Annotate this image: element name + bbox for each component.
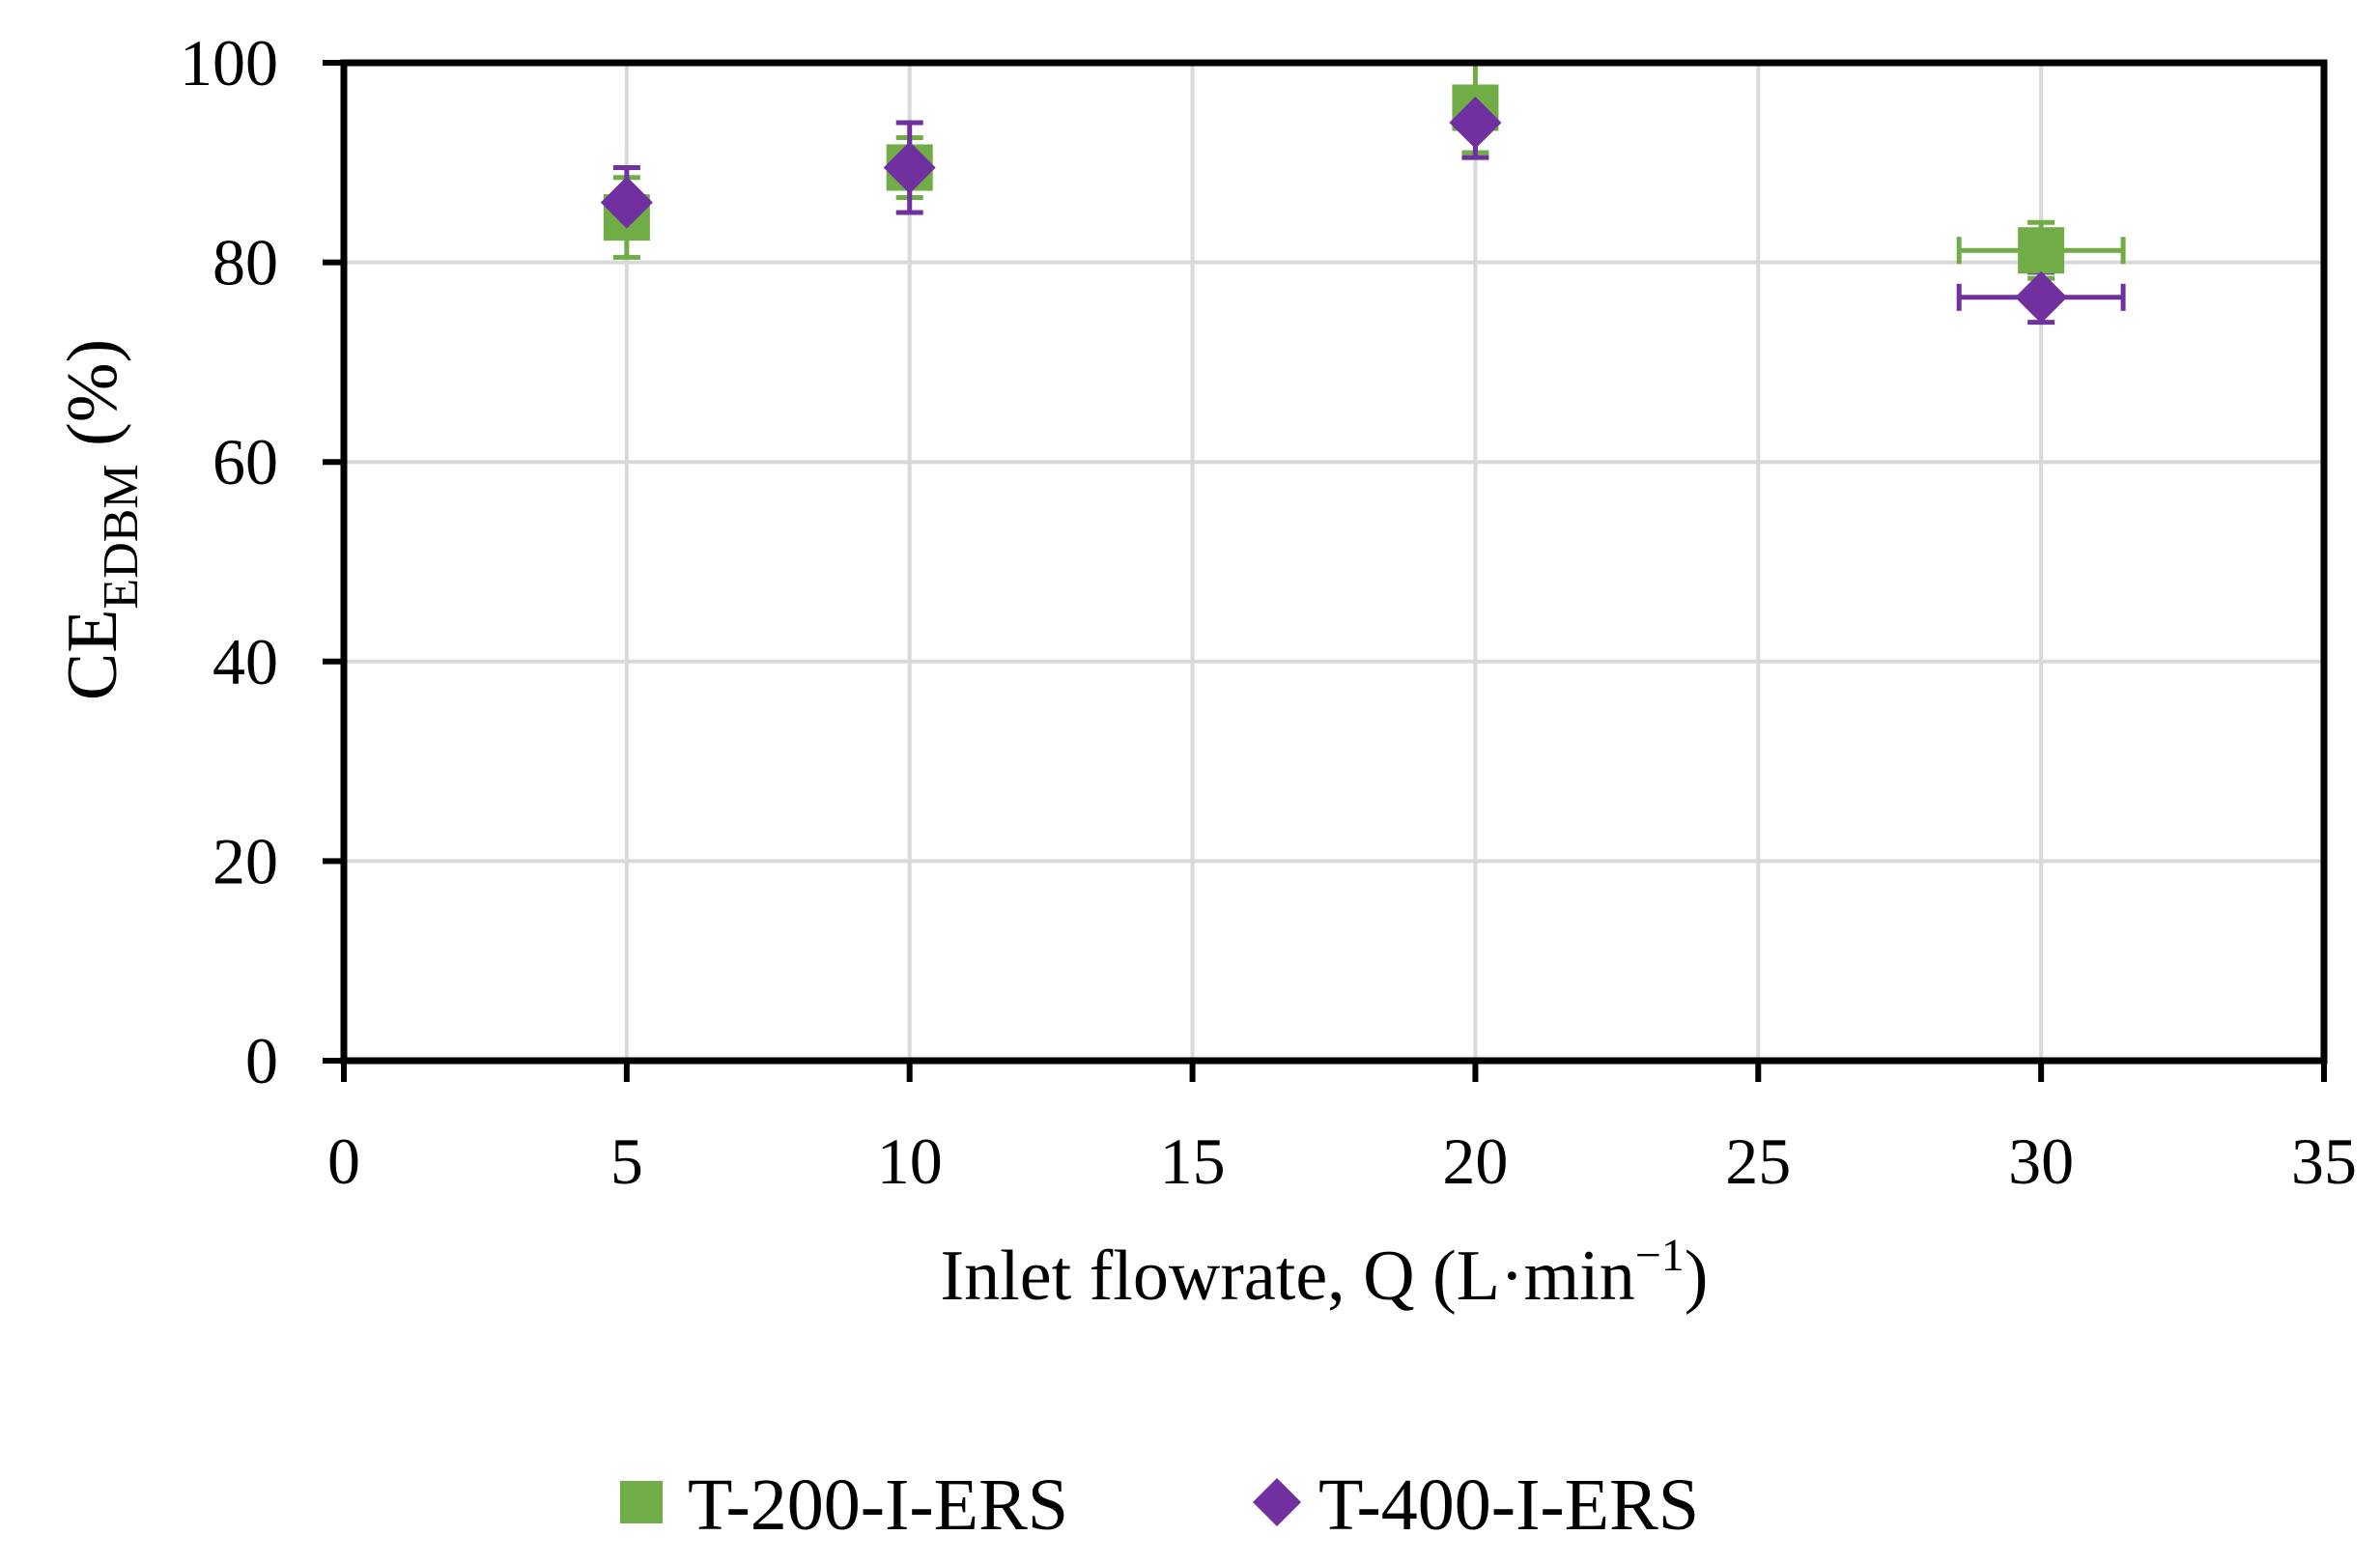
x-axis-title-close: )	[1685, 1237, 1709, 1316]
diamond-marker	[1449, 96, 1502, 149]
y-tick-label: 80	[212, 226, 278, 299]
y-tick-label: 60	[212, 425, 278, 498]
y-tick-label: 40	[212, 625, 278, 698]
diamond-marker	[600, 176, 653, 229]
x-tick-label: 0	[327, 1124, 360, 1198]
legend-diamond-icon	[1253, 1478, 1301, 1526]
data-markers	[600, 84, 2068, 324]
y-tick-label: 20	[212, 824, 278, 897]
y-axis-title-main: CE	[53, 610, 132, 701]
legend-square-icon	[620, 1481, 663, 1523]
x-tick-label: 25	[1725, 1124, 1791, 1198]
y-tick-label: 100	[180, 26, 278, 100]
legend-label: T-200-I-ERS	[688, 1464, 1068, 1546]
y-axis-ticks: 0 20 40 60 80 100	[180, 26, 344, 1097]
y-tick-label: 0	[245, 1024, 278, 1097]
diamond-marker	[2015, 270, 2068, 324]
x-tick-label: 5	[610, 1124, 643, 1198]
legend-label: T-400-I-ERS	[1318, 1464, 1699, 1546]
x-tick-label: 10	[877, 1124, 943, 1198]
legend: T-200-I-ERS T-400-I-ERS	[620, 1464, 1699, 1546]
x-axis-ticks: 0 5 10 15 20 25 30 35	[327, 1061, 2357, 1198]
x-tick-label: 15	[1160, 1124, 1226, 1198]
x-axis-title-main: Inlet flowrate, Q (L·min	[941, 1237, 1635, 1316]
x-tick-label: 30	[2008, 1124, 2074, 1198]
plot-frame	[340, 59, 2328, 1065]
error-bars	[612, 60, 2126, 326]
plot-border	[340, 59, 2328, 1065]
square-marker	[2018, 227, 2065, 274]
y-axis-title: CEEDBM (%)	[53, 339, 149, 700]
x-axis-title-sup: −1	[1635, 1230, 1685, 1281]
y-axis-title-unit: (%)	[53, 339, 132, 464]
x-tick-label: 20	[1442, 1124, 1508, 1198]
y-axis-title-sub: EDBM	[94, 464, 149, 609]
x-tick-label: 35	[2291, 1124, 2357, 1198]
x-axis-title: Inlet flowrate, Q (L·min−1)	[941, 1230, 1709, 1316]
diamond-marker	[883, 141, 936, 194]
